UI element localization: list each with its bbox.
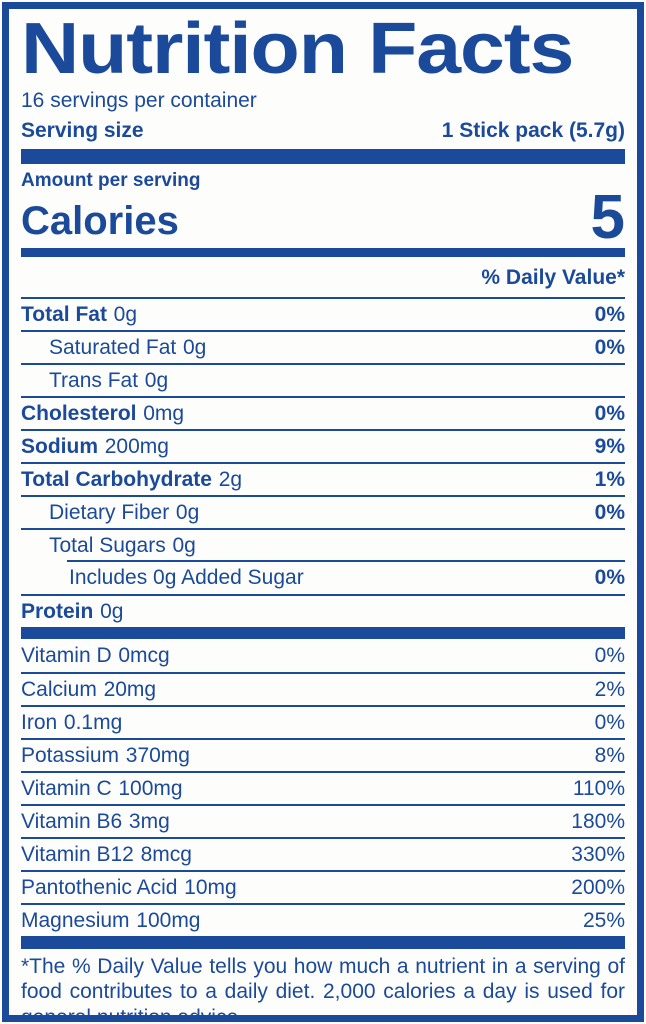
daily-value-header: % Daily Value* <box>481 265 625 289</box>
nutrient-dv: 0% <box>594 565 625 589</box>
nutrient-dv: 0% <box>594 302 625 326</box>
nutrient-row-dietary-fiber: Dietary Fiber 0g 0% <box>21 494 625 528</box>
nutrient-dv: 9% <box>594 434 625 458</box>
divider-thick <box>21 935 625 949</box>
vitamin-amount: 0.1mg <box>63 710 123 734</box>
nutrient-name: Cholesterol <box>21 401 137 425</box>
nutrient-row-total-sugars: Total Sugars 0g <box>21 527 625 561</box>
label-title: Nutrition Facts <box>21 9 574 89</box>
nutrient-dv: 1% <box>594 467 625 491</box>
nutrient-name: Total Sugars <box>49 533 166 557</box>
vitamin-row-potassium: Potassium 370mg 8% <box>21 737 625 771</box>
nutrient-amount: 0g <box>172 533 196 557</box>
vitamin-amount: 3mg <box>128 809 170 833</box>
vitamin-amount: 0mcg <box>118 643 170 667</box>
calories-label: Calories <box>21 198 179 243</box>
nutrient-row-protein: Protein 0g <box>21 593 625 627</box>
nutrient-row-saturated-fat: Saturated Fat 0g 0% <box>21 329 625 363</box>
nutrient-dv: 0% <box>594 335 625 359</box>
daily-value-footnote: *The % Daily Value tells you how much a … <box>21 954 625 1022</box>
vitamin-row-pantothenic-acid: Pantothenic Acid 10mg 200% <box>21 869 625 903</box>
vitamin-row-iron: Iron 0.1mg 0% <box>21 704 625 738</box>
nutrient-name: Dietary Fiber <box>49 500 170 524</box>
vitamin-amount: 100mg <box>136 908 201 932</box>
vitamin-name: Vitamin B12 <box>21 842 134 866</box>
nutrient-name: Protein <box>21 599 94 623</box>
nutrient-amount: 0g <box>144 368 169 392</box>
vitamin-dv: 8% <box>594 743 625 767</box>
vitamin-name: Vitamin C <box>21 776 112 800</box>
nutrient-row-trans-fat: Trans Fat 0g <box>21 362 625 396</box>
nutrient-dv: 0% <box>594 500 625 524</box>
nutrient-name: Total Carbohydrate <box>21 467 212 491</box>
nutrient-amount: 200mg <box>104 434 169 458</box>
nutrient-row-added-sugar: Includes 0g Added Sugar 0% <box>21 559 625 594</box>
vitamin-dv: 0% <box>594 643 625 667</box>
vitamin-dv: 2% <box>594 677 625 701</box>
vitamin-row-vitamin-b12: Vitamin B12 8mcg 330% <box>21 836 625 870</box>
vitamin-row-vitamin-b6: Vitamin B6 3mg 180% <box>21 803 625 837</box>
nutrient-amount: 2g <box>218 467 243 491</box>
vitamin-dv: 110% <box>572 776 625 800</box>
nutrient-amount: 0g <box>182 335 207 359</box>
serving-size-value: 1 Stick pack (5.7g) <box>441 118 625 142</box>
vitamin-name: Calcium <box>21 677 97 701</box>
vitamin-amount: 8mcg <box>140 842 192 866</box>
vitamin-row-vitamin-c: Vitamin C 100mg 110% <box>21 770 625 804</box>
vitamin-dv: 25% <box>582 908 625 932</box>
vitamin-rows: Vitamin D 0mcg 0% Calcium 20mg 2% Iron 0.1m… <box>21 639 625 936</box>
nutrient-rows: Total Fat 0g 0% Saturated Fat 0g 0% Trans … <box>21 296 625 627</box>
vitamin-row-calcium: Calcium 20mg 2% <box>21 671 625 705</box>
nutrient-name: Saturated Fat <box>49 335 177 359</box>
divider-medium <box>21 247 625 257</box>
serving-size-label: Serving size <box>21 118 144 142</box>
nutrient-name: Includes 0g Added Sugar <box>69 565 304 589</box>
vitamin-dv: 180% <box>571 809 625 833</box>
vitamin-dv: 330% <box>571 842 625 866</box>
vitamin-amount: 370mg <box>125 743 190 767</box>
vitamin-name: Pantothenic Acid <box>21 875 178 899</box>
amount-per-serving-label: Amount per serving <box>21 169 201 191</box>
nutrient-name: Sodium <box>21 434 98 458</box>
nutrient-amount: 0mg <box>143 401 185 425</box>
vitamin-name: Iron <box>21 710 58 734</box>
nutrient-name: Trans Fat <box>49 368 139 392</box>
nutrient-amount: 0g <box>175 500 200 524</box>
vitamin-name: Potassium <box>21 743 120 767</box>
divider-thick <box>21 148 625 164</box>
nutrient-row-sodium: Sodium 200mg 9% <box>21 428 625 462</box>
nutrient-amount: 0g <box>100 599 124 623</box>
vitamin-amount: 10mg <box>184 875 237 899</box>
nutrient-dv: 0% <box>594 401 625 425</box>
vitamin-row-vitamin-d: Vitamin D 0mcg 0% <box>21 639 625 672</box>
nutrient-row-cholesterol: Cholesterol 0mg 0% <box>21 395 625 429</box>
nutrient-amount: 0g <box>113 302 138 326</box>
calories-line: Calories 5 <box>21 182 625 252</box>
vitamin-dv: 200% <box>571 875 625 899</box>
vitamin-row-magnesium: Magnesium 100mg 25% <box>21 902 625 936</box>
divider-thick <box>21 626 625 639</box>
nutrient-row-total-carbohydrate: Total Carbohydrate 2g 1% <box>21 461 625 495</box>
vitamin-name: Vitamin D <box>21 643 112 667</box>
nutrient-row-total-fat: Total Fat 0g 0% <box>21 296 625 330</box>
nutrient-name: Total Fat <box>21 302 107 326</box>
vitamin-amount: 20mg <box>103 677 157 701</box>
vitamin-amount: 100mg <box>118 776 183 800</box>
vitamin-name: Magnesium <box>21 908 130 932</box>
vitamin-name: Vitamin B6 <box>21 809 123 833</box>
vitamin-dv: 0% <box>594 710 625 734</box>
calories-value: 5 <box>590 182 625 252</box>
serving-size-line: Serving size 1 Stick pack (5.7g) <box>21 117 625 144</box>
servings-per-container: 16 servings per container <box>21 89 257 113</box>
